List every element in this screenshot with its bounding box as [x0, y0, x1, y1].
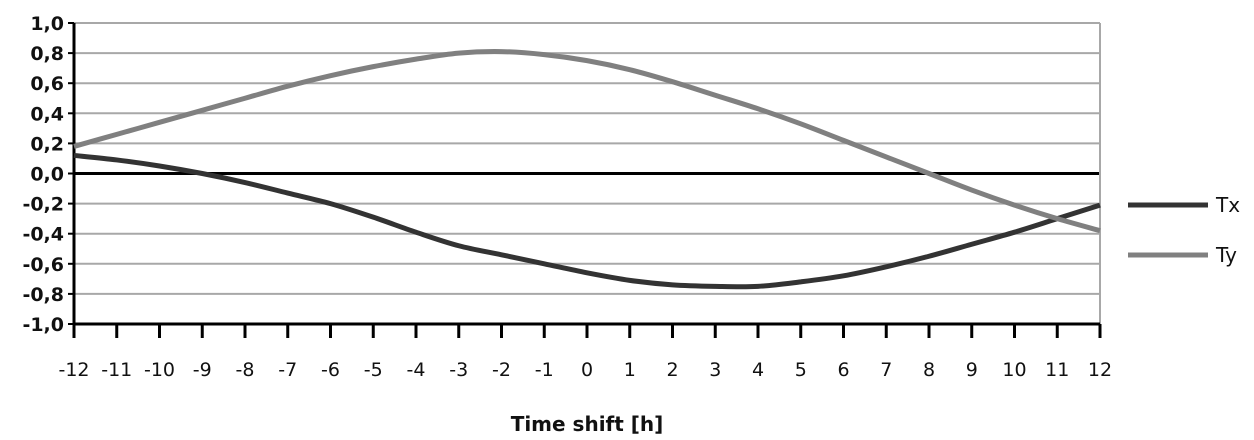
y-tick-label: 1,0 [30, 13, 64, 35]
x-tick-label: 5 [795, 359, 807, 381]
x-tick-label: -2 [492, 359, 511, 381]
x-tick-label: 8 [923, 359, 935, 381]
x-tick-label: -5 [364, 359, 383, 381]
legend: Tx Ty [1128, 193, 1240, 267]
x-tick-label: 6 [837, 359, 849, 381]
x-tick-label: 7 [880, 359, 892, 381]
y-tick-label: 0,0 [30, 164, 64, 186]
y-tick-label: 0,6 [30, 73, 64, 95]
legend-label-tx: Tx [1215, 193, 1240, 217]
x-tick-label: -10 [144, 359, 175, 381]
y-tick-labels: 1,0 0,8 0,6 0,4 0,2 0,0 -0,2 -0,4 -0,6 -0,8 -1,0 [22, 13, 64, 336]
x-tick-label: -7 [278, 359, 297, 381]
x-tick-label: 3 [709, 359, 721, 381]
x-tick-labels: -12 -11 -10 -9 -8 -7 -6 -5 -4 -3 -2 -1 0 1 2 3 4 5 6 7 8 9 10 1… [58, 359, 1112, 381]
y-tick-label: -0,2 [22, 194, 64, 216]
x-tick-label: 11 [1045, 359, 1069, 381]
y-tick-label: -0,8 [22, 284, 64, 306]
x-tick-label: 0 [581, 359, 593, 381]
y-tick-label: 0,8 [30, 43, 64, 65]
y-tick-label: -1,0 [22, 314, 64, 336]
x-axis-label: Time shift [h] [511, 412, 664, 436]
x-tick-label: -4 [407, 359, 426, 381]
x-tick-label: 4 [752, 359, 764, 381]
x-tick-label: 2 [666, 359, 678, 381]
y-tick-label: 0,2 [30, 133, 64, 155]
y-tick-label: -0,4 [22, 224, 64, 246]
x-tick-label: -6 [321, 359, 340, 381]
series-line-tx [73, 152, 1101, 290]
x-tick-label: -11 [101, 359, 132, 381]
x-tick-label: 10 [1002, 359, 1026, 381]
x-tick-label: 12 [1088, 359, 1112, 381]
x-tick-label: -9 [193, 359, 212, 381]
x-tick-label: -12 [58, 359, 89, 381]
x-tick-label: 1 [624, 359, 636, 381]
y-tick-label: 0,4 [30, 103, 64, 125]
y-tick-label: -0,6 [22, 254, 64, 276]
x-tick-label: 9 [966, 359, 978, 381]
series-line-ty [73, 49, 1101, 234]
x-tick-label: -8 [236, 359, 255, 381]
series-lines [73, 49, 1101, 290]
x-tick-label: -3 [449, 359, 468, 381]
x-tick-label: -1 [535, 359, 554, 381]
legend-label-ty: Ty [1215, 243, 1237, 267]
